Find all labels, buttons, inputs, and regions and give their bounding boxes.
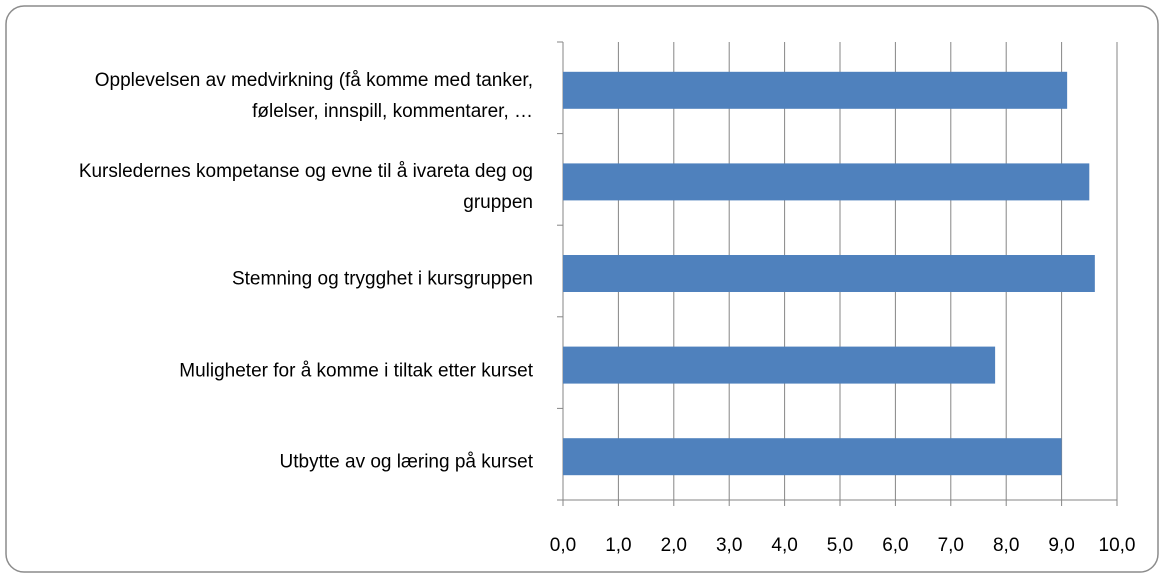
bar bbox=[563, 163, 1090, 201]
bar bbox=[563, 255, 1095, 292]
bar bbox=[563, 438, 1062, 476]
y-tick-label: Utbytte av og læring på kurset bbox=[279, 451, 533, 473]
x-tick-label: 8,0 bbox=[993, 535, 1019, 556]
bar bbox=[563, 346, 996, 384]
x-tick-label: 4,0 bbox=[771, 535, 797, 556]
y-tick-label: Stemning og trygghet i kursgruppen bbox=[231, 268, 533, 290]
bar bbox=[563, 71, 1068, 109]
y-tick-label: Kursledernes kompetanse og evne til å iv… bbox=[78, 161, 533, 214]
x-tick-label: 7,0 bbox=[938, 535, 964, 556]
y-tick-label: Opplevelsen av medvirkning (få komme med… bbox=[94, 69, 533, 122]
y-tick-label: Muligheter for å komme i tiltak etter ku… bbox=[179, 360, 533, 382]
x-tick-label: 6,0 bbox=[882, 535, 908, 556]
x-tick-label: 10,0 bbox=[1099, 535, 1136, 556]
x-tick-label: 0,0 bbox=[550, 535, 576, 556]
x-tick-label: 1,0 bbox=[605, 535, 631, 556]
x-tick-label: 5,0 bbox=[827, 535, 853, 556]
x-tick-label: 9,0 bbox=[1048, 535, 1074, 556]
x-tick-label: 2,0 bbox=[661, 535, 687, 556]
x-tick-label: 3,0 bbox=[716, 535, 742, 556]
